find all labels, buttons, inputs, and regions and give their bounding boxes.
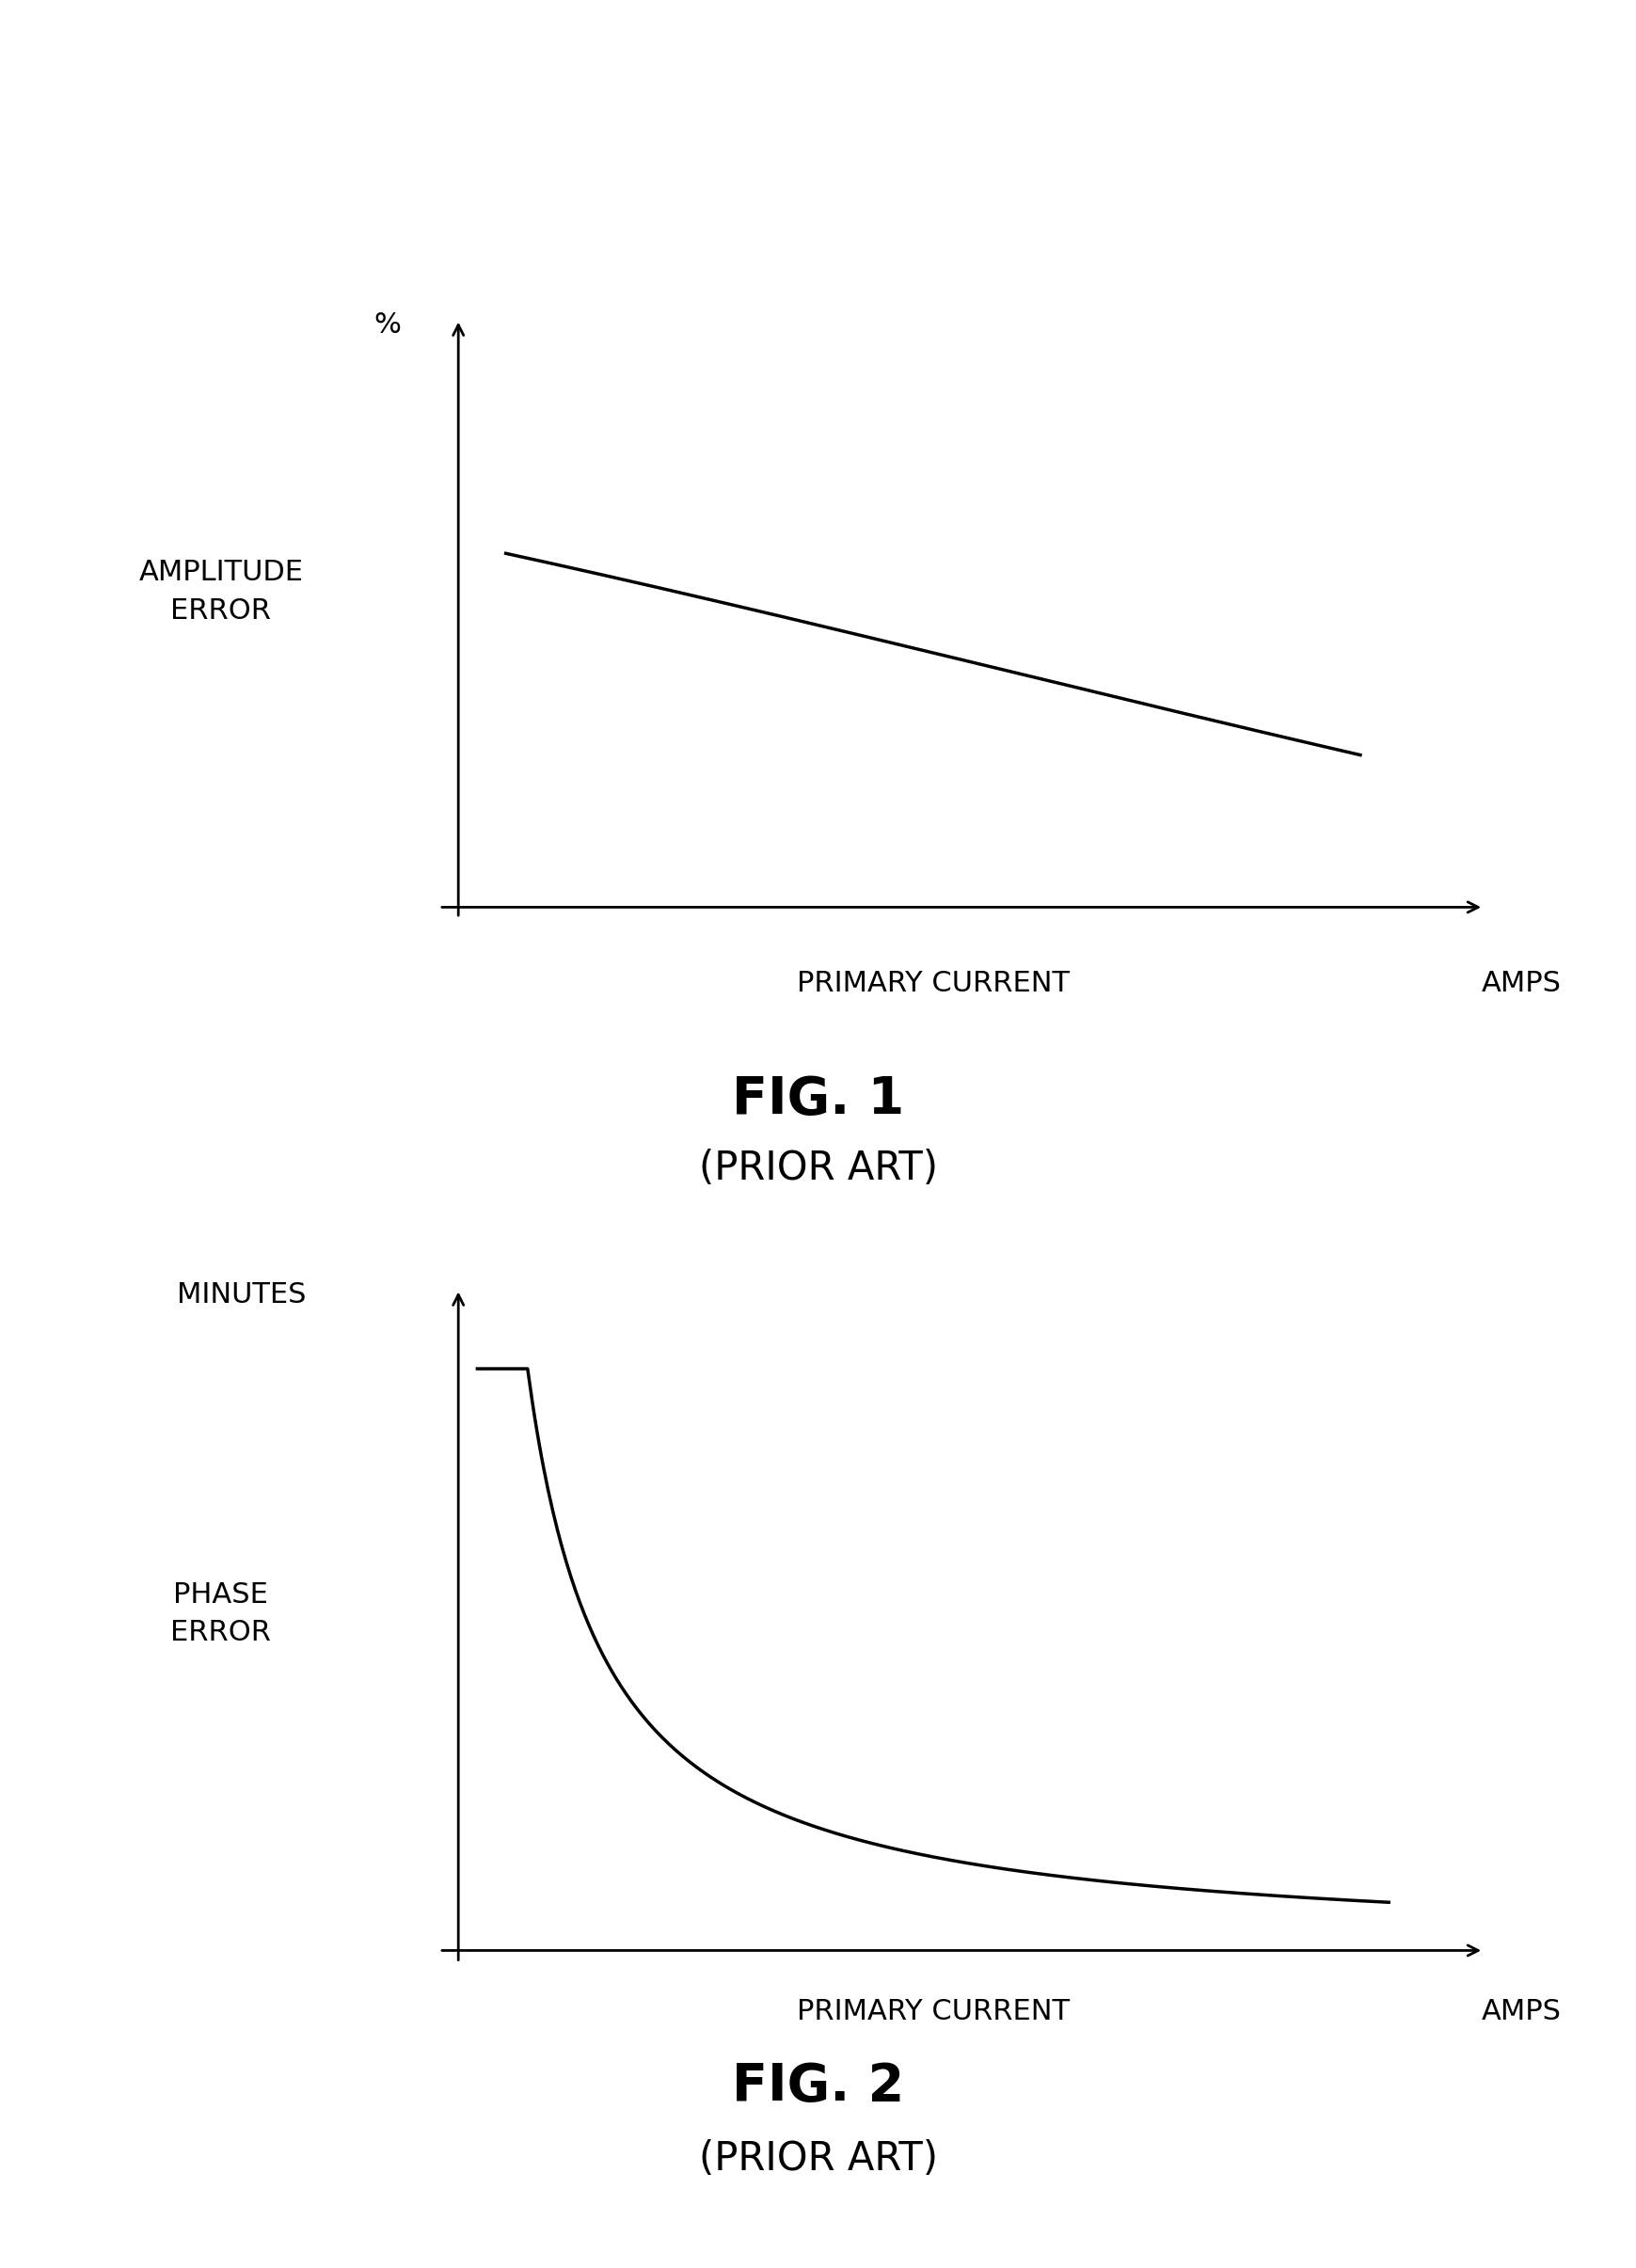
Text: FIG. 2: FIG. 2	[731, 2062, 905, 2112]
Text: MINUTES: MINUTES	[177, 1281, 306, 1309]
Text: PHASE
ERROR: PHASE ERROR	[170, 1581, 272, 1647]
Text: PRIMARY CURRENT: PRIMARY CURRENT	[797, 1998, 1068, 2025]
Text: (PRIOR ART): (PRIOR ART)	[699, 2139, 937, 2180]
Text: PRIMARY CURRENT: PRIMARY CURRENT	[797, 971, 1068, 998]
Text: AMPS: AMPS	[1481, 1998, 1561, 2025]
Text: AMPLITUDE
ERROR: AMPLITUDE ERROR	[139, 558, 303, 624]
Text: AMPS: AMPS	[1481, 971, 1561, 998]
Text: FIG. 1: FIG. 1	[731, 1075, 905, 1125]
Text: (PRIOR ART): (PRIOR ART)	[699, 1148, 937, 1188]
Text: %: %	[375, 311, 401, 338]
